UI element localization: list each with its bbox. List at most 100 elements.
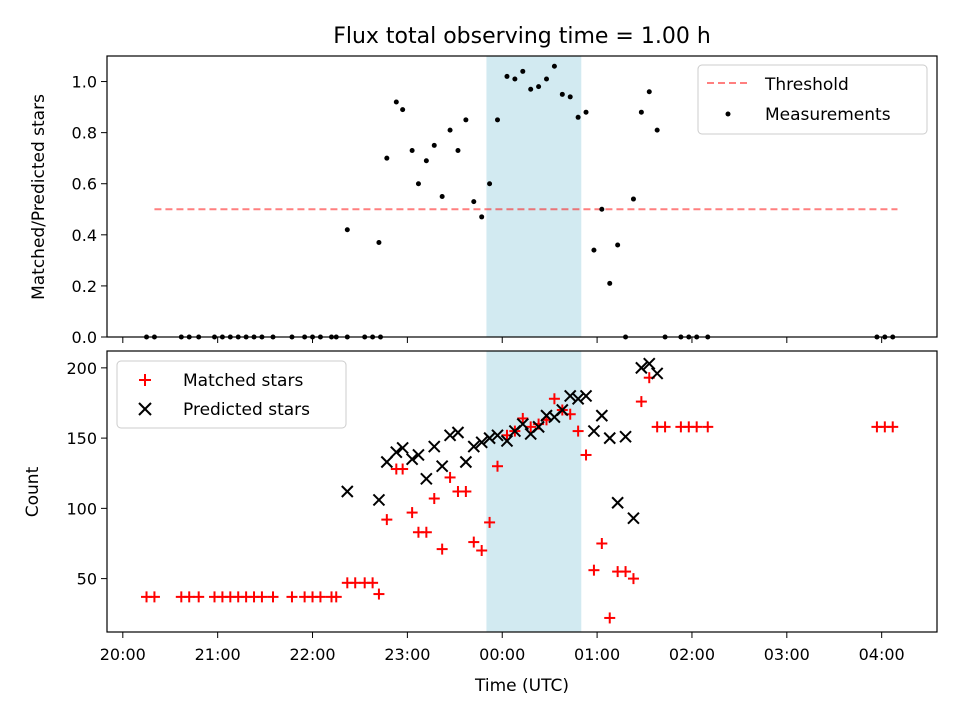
measurement-point	[409, 148, 415, 154]
legend-matched-label: Matched stars	[183, 371, 303, 391]
matched-star-point	[491, 460, 503, 472]
matched-star-point	[525, 421, 537, 433]
predicted-star-point	[556, 403, 569, 417]
bottom-legend-box	[116, 360, 347, 429]
matched-star-point	[349, 577, 361, 589]
matched-star-point	[420, 526, 432, 538]
predicted-star-point	[500, 434, 514, 448]
measurement-point	[567, 94, 573, 100]
measurement-point	[575, 114, 581, 120]
top-y-tick: 0.2	[72, 277, 107, 296]
top-panel: 0.0 0.2 0.4 0.6 0.8 1.0 Matched/Predicted sta…	[29, 55, 938, 347]
matched-star-point	[286, 591, 298, 603]
matched-star-point	[373, 588, 385, 600]
matched-star-point	[267, 591, 279, 603]
bottom-panel-frame	[106, 350, 938, 633]
bottom-y-axis: 50 100 150 200	[66, 359, 107, 589]
matched-star-point	[460, 486, 472, 497]
x-tick: 00:00	[479, 632, 525, 664]
measurement-point	[447, 127, 453, 133]
measurement-point	[439, 194, 445, 199]
predicted-star-point	[459, 455, 473, 469]
top-observing-window	[486, 56, 582, 337]
measurement-point	[654, 127, 660, 133]
predicted-star-point	[428, 440, 441, 453]
measurement-point	[344, 227, 350, 233]
measurement-point	[512, 76, 518, 82]
predicted-star-point	[467, 440, 480, 453]
top-y-tick-label: 0.6	[72, 175, 97, 194]
measurement-point	[415, 181, 421, 187]
x-tick: 03:00	[764, 632, 810, 664]
predicted-star-point	[579, 389, 593, 403]
predicted-star-point	[451, 426, 465, 439]
predicted-star-point	[341, 485, 354, 498]
bottom-panel: 50 100 150 200 20:00 21:00 22:00 23:00 00:00 01:…	[23, 350, 938, 696]
matched-star-point	[627, 573, 639, 585]
top-y-tick: 0.8	[72, 124, 107, 143]
predicted-star-point	[643, 357, 656, 370]
x-tick-label: 23:00	[384, 645, 430, 664]
predicted-star-point	[650, 367, 664, 380]
measurement-point	[494, 117, 500, 123]
top-panel-frame	[106, 55, 938, 338]
matched-star-point	[517, 412, 529, 424]
measurement-point	[487, 181, 493, 187]
predicted-star-point	[611, 496, 624, 509]
predicted-star-point	[420, 472, 433, 486]
matched-star-point	[444, 471, 456, 483]
matched-star-point	[193, 591, 205, 603]
measurement-point	[471, 199, 477, 205]
x-tick: 20:00	[100, 632, 146, 664]
measurement-point	[646, 89, 652, 95]
measurement-point	[607, 280, 613, 286]
matched-star-point	[887, 421, 899, 433]
x-tick-label: 22:00	[289, 645, 335, 664]
predicted-star-point	[380, 455, 394, 469]
bottom-y-tick-label: 200	[66, 359, 97, 378]
predicted-star-point	[390, 445, 403, 459]
predicted-star-point	[603, 431, 616, 445]
x-tick-label: 04:00	[859, 645, 905, 664]
matched-star-point	[397, 463, 409, 475]
matched-star-point	[468, 536, 480, 548]
matched-star-point	[256, 591, 268, 603]
predicted-star-point	[516, 417, 529, 431]
measurement-point	[551, 63, 557, 69]
x-tick-label: 02:00	[669, 645, 715, 664]
bottom-y-axis-label: Count	[23, 466, 43, 517]
legend-predicted-label: Predicted stars	[183, 400, 310, 420]
bottom-y-tick: 200	[66, 359, 107, 378]
predicted-star-point	[595, 409, 609, 422]
measurement-point	[520, 68, 526, 74]
top-x-ticks	[122, 337, 883, 343]
measurement-point	[638, 109, 644, 115]
predicted-star-point	[627, 511, 640, 525]
matched-star-point	[580, 449, 592, 461]
top-y-tick: 0.6	[72, 175, 107, 194]
predicted-star-point	[635, 361, 648, 375]
matched-star-point	[548, 393, 560, 405]
x-tick: 23:00	[384, 632, 430, 664]
x-axis-label: Time (UTC)	[474, 676, 569, 696]
bottom-x-axis: 20:00 21:00 22:00 23:00 00:00 01:00 02:00 03:00…	[100, 632, 905, 664]
matched-star-point	[148, 591, 160, 603]
x-tick: 01:00	[574, 632, 620, 664]
measurement-point	[583, 109, 589, 115]
measurements-series	[144, 63, 896, 340]
top-y-tick-label: 0.4	[72, 226, 97, 245]
top-y-axis-label: Matched/Predicted stars	[29, 94, 49, 300]
x-tick-label: 20:00	[100, 645, 146, 664]
measurement-point	[591, 247, 597, 253]
measurement-point	[559, 91, 565, 97]
bottom-y-tick: 100	[66, 499, 107, 518]
bottom-y-tick-label: 100	[66, 499, 97, 518]
matched-star-point	[183, 591, 195, 603]
bottom-y-tick: 150	[66, 429, 107, 448]
matched-star-point	[476, 545, 488, 557]
measurement-point	[536, 84, 542, 90]
predicted-star-point	[443, 429, 457, 442]
measurement-point	[384, 155, 390, 161]
legend-matched-swatch	[139, 374, 151, 386]
predicted-star-point	[532, 420, 545, 434]
